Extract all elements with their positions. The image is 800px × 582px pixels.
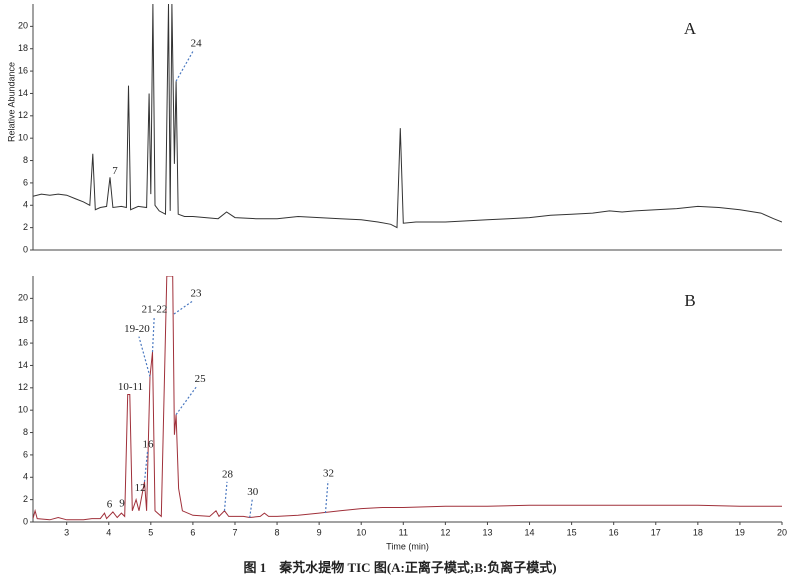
y-tick-label: 18 [18, 315, 28, 325]
y-tick-label: 20 [18, 21, 28, 31]
x-tick-label: 14 [525, 527, 535, 537]
y-tick-label: 8 [23, 155, 28, 165]
y-tick-label: 12 [18, 110, 28, 120]
peak-label: 16 [143, 438, 155, 450]
x-tick-label: 6 [190, 527, 195, 537]
peak-label: 30 [247, 486, 259, 498]
peak-label: 9 [119, 497, 125, 509]
x-tick-label: 10 [356, 527, 366, 537]
leader-line [324, 481, 329, 514]
plot [33, 4, 782, 229]
data-line [33, 4, 782, 229]
y-tick-label: 16 [18, 337, 28, 347]
y-tick-label: 14 [18, 88, 28, 98]
x-tick-label: 13 [482, 527, 492, 537]
peak-label: 28 [222, 468, 234, 480]
leader-line [175, 50, 194, 82]
x-tick-label: 16 [609, 527, 619, 537]
y-tick-label: 10 [18, 405, 28, 415]
x-tick-label: 9 [317, 527, 322, 537]
y-tick-label: 0 [23, 244, 28, 254]
leader-line [175, 386, 197, 416]
y-tick-label: 2 [23, 222, 28, 232]
x-tick-label: 20 [777, 527, 787, 537]
peak-label: 24 [191, 38, 203, 50]
peak-label: 7 [112, 165, 118, 177]
peak-label: 10-11 [118, 381, 143, 393]
x-tick-label: 11 [399, 527, 408, 537]
leader-line [173, 300, 194, 315]
plot [33, 276, 782, 521]
x-tick-label: 4 [106, 527, 111, 537]
panel-label: A [684, 19, 697, 38]
x-tick-label: 8 [275, 527, 280, 537]
peak-label: 6 [107, 499, 113, 511]
peak-label: 25 [195, 373, 207, 385]
y-tick-label: 18 [18, 43, 28, 53]
leader-line [223, 481, 228, 511]
y-tick-label: 14 [18, 360, 28, 370]
peak-label: 12 [135, 482, 146, 494]
y-tick-label: 16 [18, 65, 28, 75]
peak-label: 23 [190, 288, 202, 300]
peak-label: 32 [323, 468, 334, 480]
x-tick-label: 15 [567, 527, 577, 537]
leader-line [138, 336, 151, 377]
y-tick-label: 12 [18, 382, 28, 392]
leader-line [151, 317, 155, 353]
y-tick-label: 10 [18, 133, 28, 143]
x-tick-label: 7 [232, 527, 237, 537]
x-tick-label: 3 [64, 527, 69, 537]
y-tick-label: 6 [23, 177, 28, 187]
caption: 图 1 秦艽水提物 TIC 图(A:正离子模式;B:负离子模式) [243, 560, 556, 575]
panel-label: B [684, 291, 695, 310]
y-tick-label: 4 [23, 200, 28, 210]
x-tick-label: 5 [148, 527, 153, 537]
y-tick-label: 2 [23, 494, 28, 504]
x-axis-label: Time (min) [386, 541, 429, 551]
y-axis-label: Relative Abundance [6, 62, 16, 142]
x-tick-label: 12 [440, 527, 450, 537]
x-tick-label: 19 [735, 527, 745, 537]
peak-label: 21-22 [142, 304, 168, 316]
peak-label: 19-20 [124, 323, 150, 335]
y-tick-label: 0 [23, 516, 28, 526]
y-tick-label: 8 [23, 427, 28, 437]
y-tick-label: 6 [23, 449, 28, 459]
x-tick-label: 17 [651, 527, 661, 537]
data-line [33, 276, 782, 521]
y-tick-label: 20 [18, 293, 28, 303]
leader-line [249, 499, 253, 518]
x-tick-label: 18 [693, 527, 703, 537]
y-tick-label: 4 [23, 472, 28, 482]
leader-line [143, 451, 149, 482]
